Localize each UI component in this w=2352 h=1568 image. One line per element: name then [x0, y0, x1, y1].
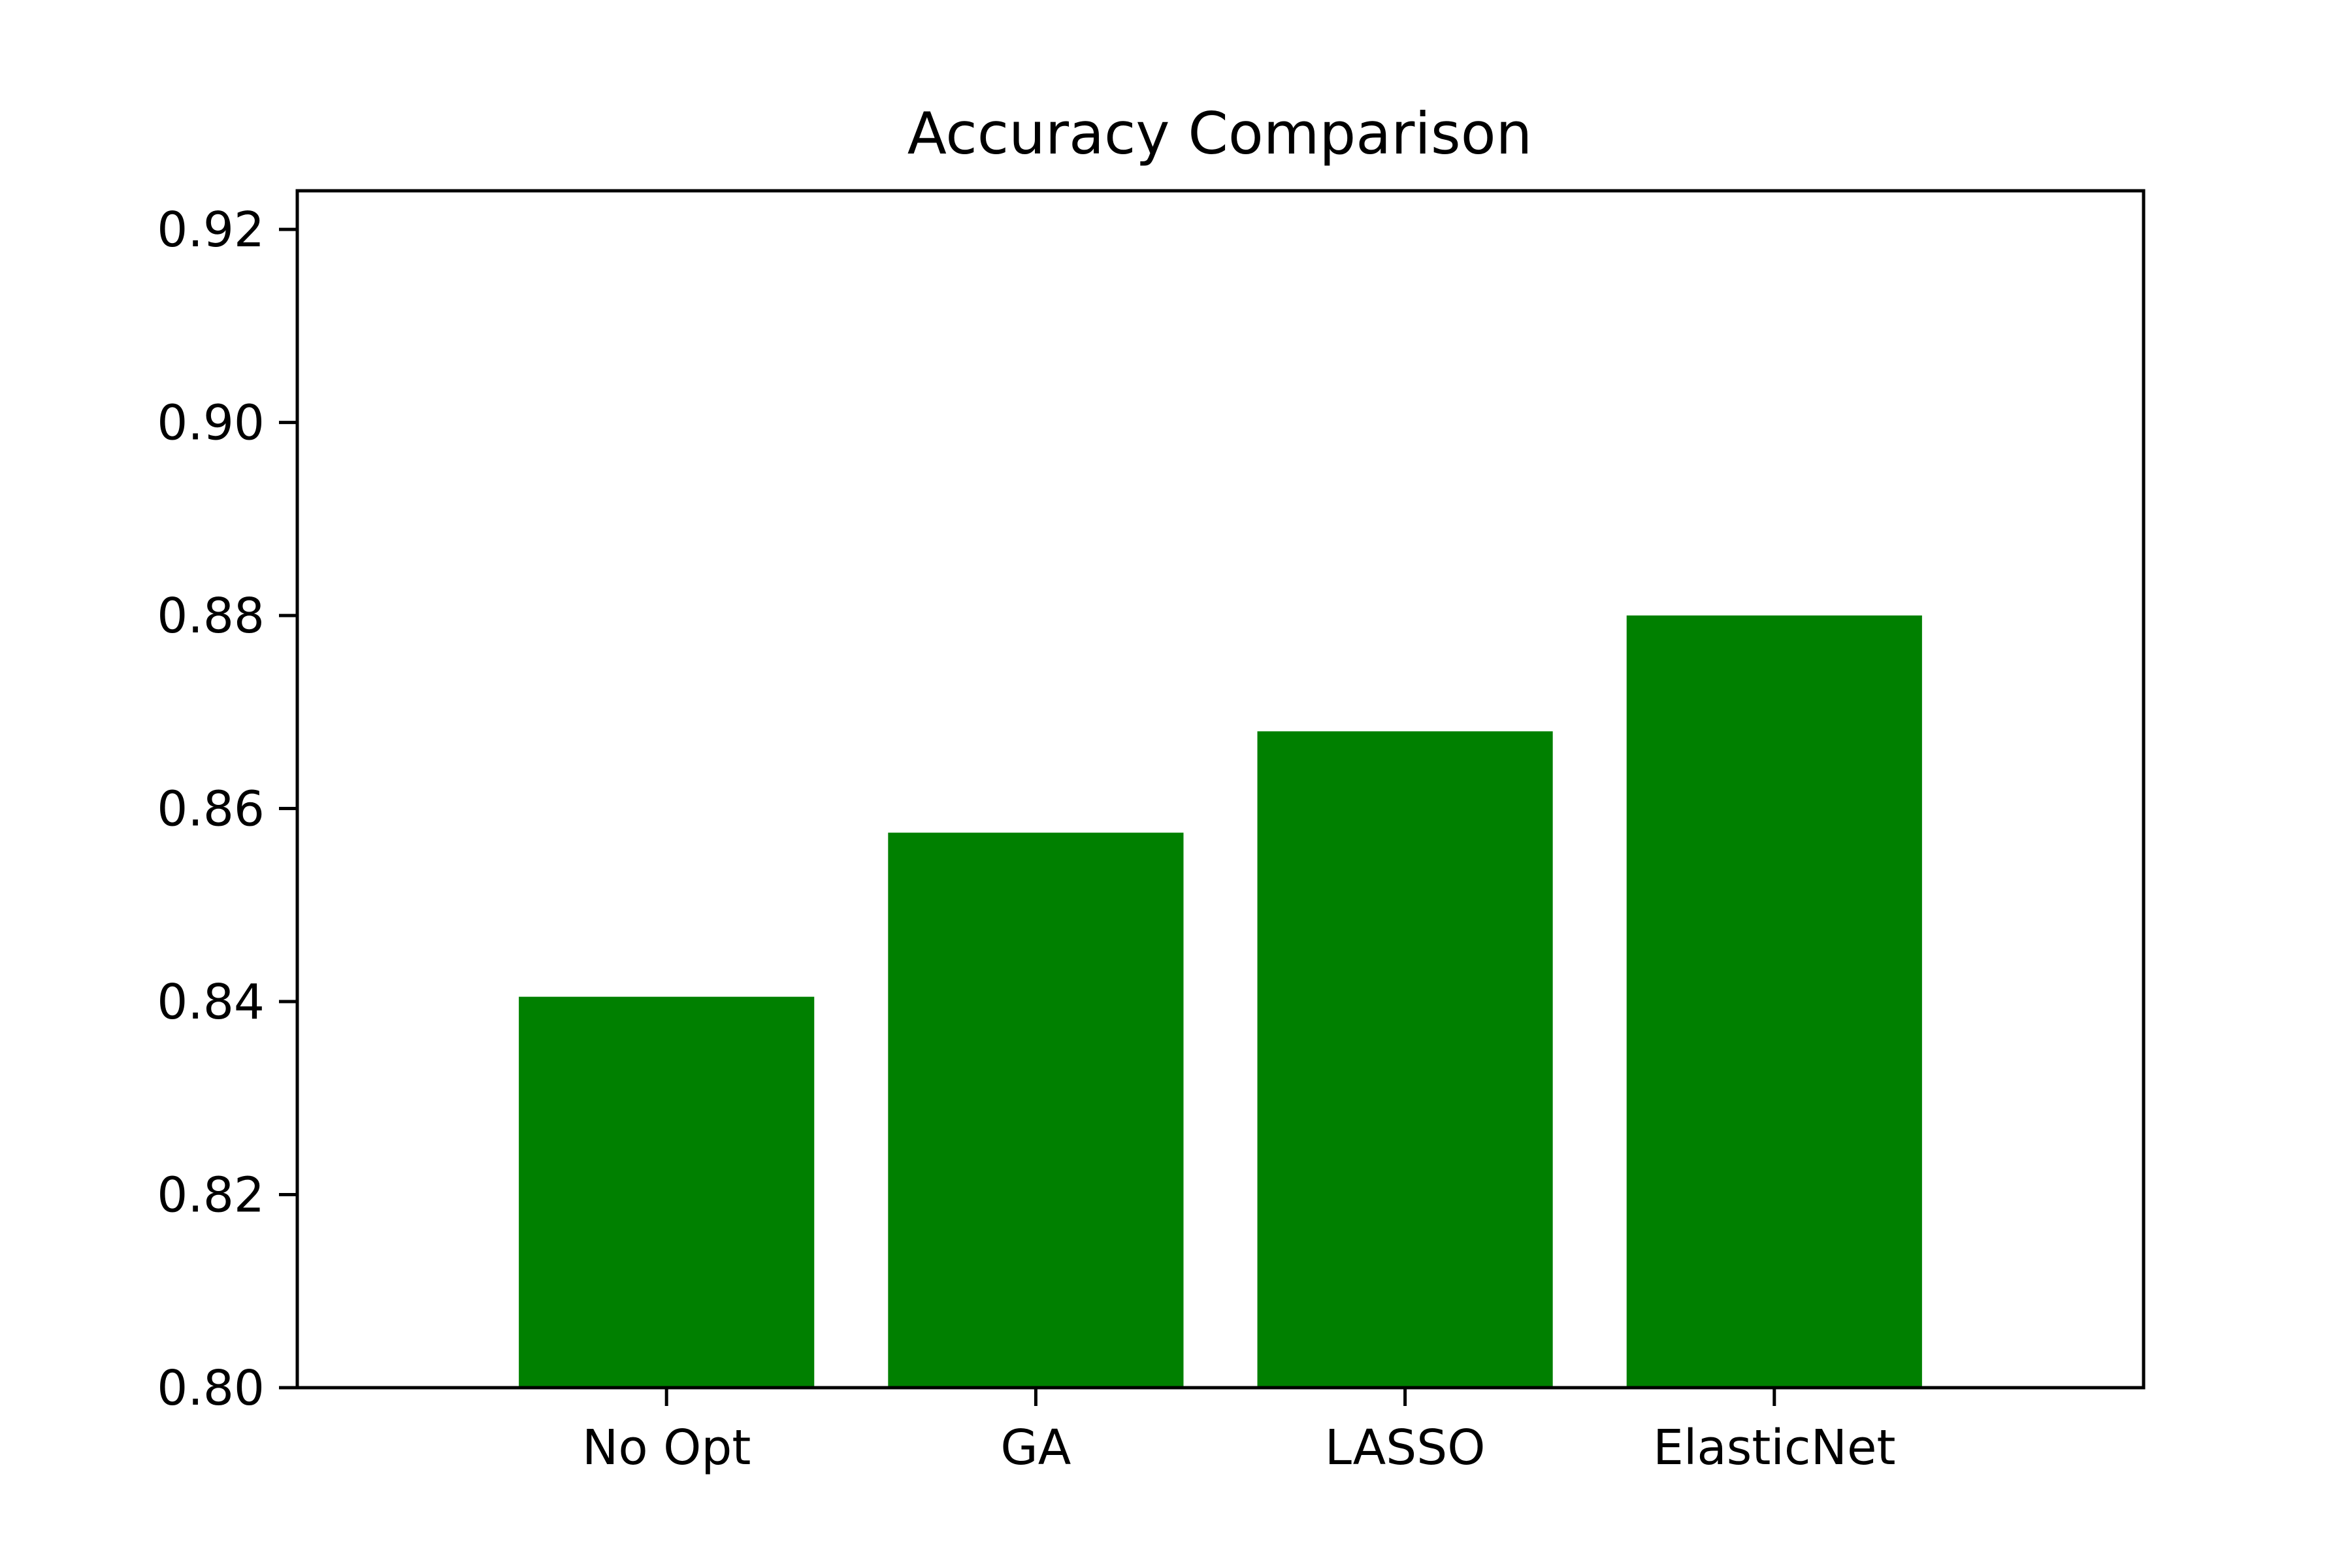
bar-ga: [888, 832, 1184, 1388]
y-axis: 0.80 0.82 0.84 0.86 0.88 0.90 0.92: [157, 202, 297, 1416]
chart-title: Accuracy Comparison: [907, 100, 1533, 167]
x-tick-label: No Opt: [582, 1420, 751, 1476]
x-axis: No Opt GA LASSO ElasticNet: [582, 1388, 1895, 1476]
y-tick-label: 0.92: [157, 202, 265, 258]
bar-lasso: [1257, 731, 1553, 1388]
y-tick-label: 0.90: [157, 395, 265, 451]
bar-no-opt: [519, 996, 815, 1388]
bars-layer: [519, 615, 1922, 1388]
y-tick-label: 0.80: [157, 1360, 265, 1416]
x-tick-label: LASSO: [1325, 1420, 1486, 1476]
bar-elasticnet: [1626, 615, 1922, 1388]
y-tick-label: 0.82: [157, 1168, 265, 1224]
x-tick-label: GA: [1000, 1420, 1071, 1476]
plot-frame: [295, 189, 2146, 1390]
x-tick-label: ElasticNet: [1653, 1420, 1895, 1476]
y-tick-label: 0.86: [157, 781, 265, 838]
y-tick-label: 0.84: [157, 974, 265, 1030]
y-tick-label: 0.88: [157, 588, 265, 644]
